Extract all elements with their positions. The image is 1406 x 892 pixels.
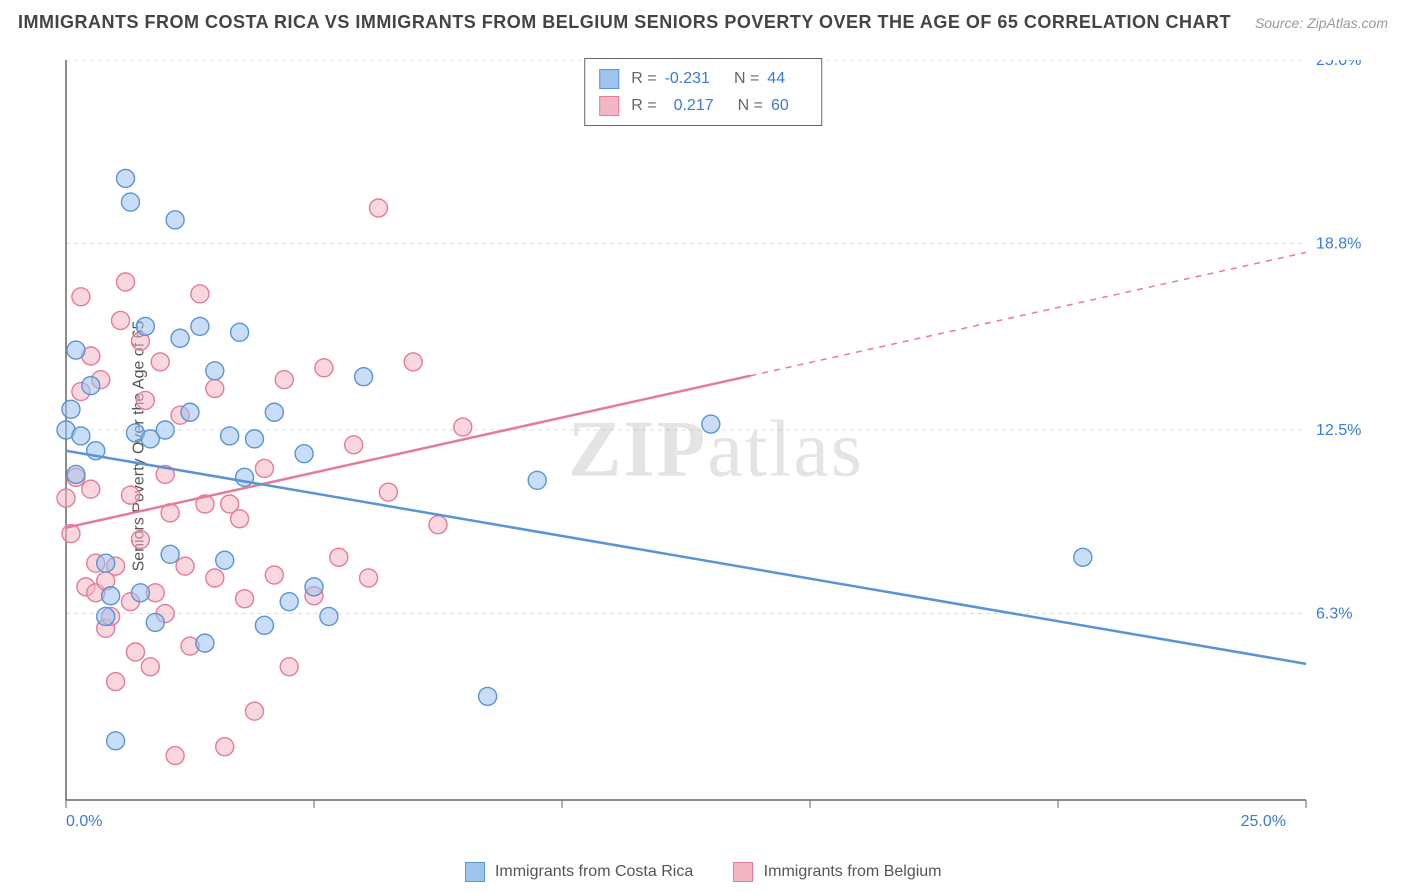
legend-row-costa-rica: R = -0.231 N = 44 [599, 65, 807, 92]
svg-text:0.0%: 0.0% [66, 813, 102, 830]
n-value-belgium: 60 [771, 92, 789, 119]
scatter-svg: 6.3% 12.5% 18.8% 25.0% 0.0% 25.0% [56, 60, 1376, 840]
n-label: N = [734, 65, 759, 92]
swatch-costa-rica [599, 69, 619, 89]
legend-label-costa-rica: Immigrants from Costa Rica [495, 863, 693, 880]
legend-item-costa-rica: Immigrants from Costa Rica [465, 862, 694, 882]
svg-text:25.0%: 25.0% [1316, 60, 1361, 69]
source-label: Source: ZipAtlas.com [1255, 15, 1388, 31]
swatch-belgium [599, 96, 619, 116]
correlation-legend: R = -0.231 N = 44 R = 0.217 N = 60 [584, 58, 822, 126]
r-value-costa-rica: -0.231 [665, 65, 710, 92]
r-label: R = [631, 65, 656, 92]
legend-label-belgium: Immigrants from Belgium [764, 863, 942, 880]
svg-text:12.5%: 12.5% [1316, 422, 1361, 439]
legend-item-belgium: Immigrants from Belgium [733, 862, 941, 882]
chart-plot-area: ZIPatlas 6.3%12.5%18.8%25.0%0.0%25.0% [56, 60, 1376, 840]
n-label: N = [738, 92, 763, 119]
n-value-costa-rica: 44 [767, 65, 785, 92]
svg-text:18.8%: 18.8% [1316, 236, 1361, 253]
r-label: R = [631, 92, 656, 119]
legend-row-belgium: R = 0.217 N = 60 [599, 92, 807, 119]
swatch-costa-rica-icon [465, 862, 485, 882]
chart-title: IMMIGRANTS FROM COSTA RICA VS IMMIGRANTS… [18, 12, 1231, 33]
svg-text:25.0%: 25.0% [1241, 813, 1286, 830]
series-legend: Immigrants from Costa Rica Immigrants fr… [0, 862, 1406, 882]
swatch-belgium-icon [733, 862, 753, 882]
r-value-belgium: 0.217 [674, 92, 714, 119]
svg-text:6.3%: 6.3% [1316, 606, 1352, 623]
